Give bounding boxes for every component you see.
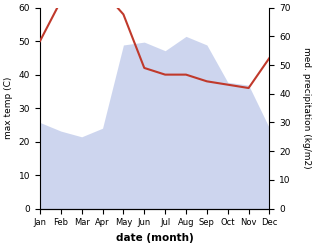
Y-axis label: med. precipitation (kg/m2): med. precipitation (kg/m2)	[302, 47, 311, 169]
Y-axis label: max temp (C): max temp (C)	[4, 77, 13, 139]
X-axis label: date (month): date (month)	[116, 233, 194, 243]
